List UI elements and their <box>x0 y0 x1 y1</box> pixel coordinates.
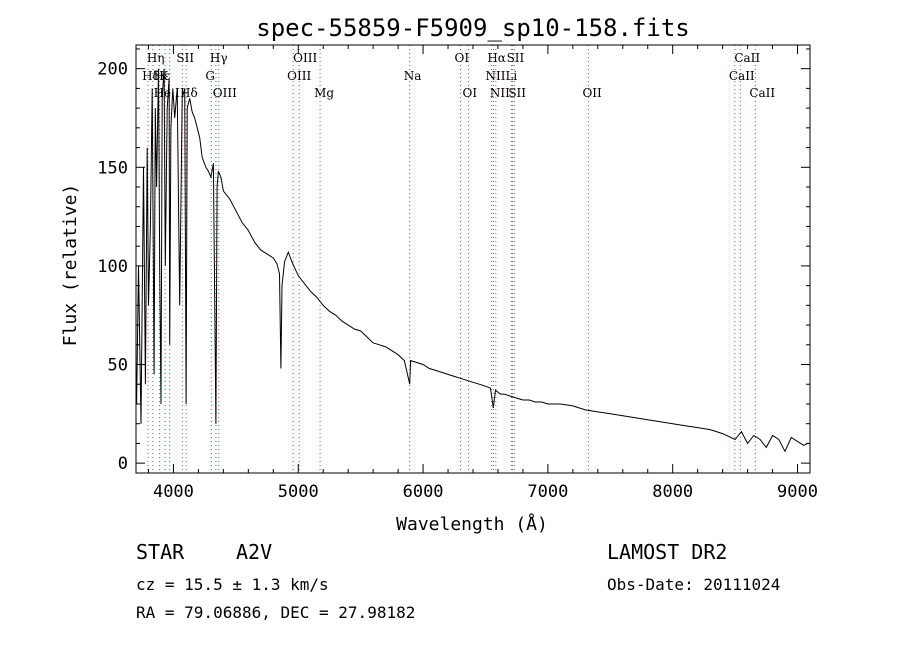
line-label: Hα <box>487 51 506 65</box>
y-tick-label: 0 <box>118 454 128 474</box>
line-label: NII <box>485 69 505 83</box>
line-label: Hγ <box>210 51 228 65</box>
x-axis-ticks: 4000 5000 6000 7000 8000 9000 <box>147 45 818 502</box>
line-label: G <box>205 69 215 83</box>
plot-frame <box>135 44 811 474</box>
x-tick-label: 4000 <box>153 482 194 502</box>
line-label: OII <box>582 86 602 100</box>
line-label: Hε <box>154 69 171 83</box>
redshift-cz: cz = 15.5 ± 1.3 km/s <box>136 575 329 594</box>
chart-title: spec-55859-F5909_sp10-158.fits <box>256 14 689 42</box>
line-label: Li <box>505 69 517 83</box>
line-label: Hδ <box>142 69 160 83</box>
line-label: CaII <box>734 51 760 65</box>
line-label: CaII <box>729 69 755 83</box>
object-class: STAR <box>136 540 185 564</box>
line-label: SII <box>508 86 526 100</box>
survey-label: LAMOST DR2 <box>607 540 727 564</box>
x-tick-label: 6000 <box>403 482 444 502</box>
line-label: OIII <box>213 86 237 100</box>
line-label: Hη <box>147 51 165 65</box>
line-label: OIII <box>293 51 317 65</box>
y-tick-label: 200 <box>97 60 128 80</box>
line-label: OI <box>463 86 478 100</box>
line-label: Mg <box>314 86 334 100</box>
line-label: OI <box>455 51 470 65</box>
spectral-subclass: A2V <box>236 540 272 564</box>
x-axis-label: Wavelength (Å) <box>396 513 548 535</box>
y-tick-label: 100 <box>97 257 128 277</box>
spectrum-line <box>136 68 808 453</box>
y-axis-label: Flux (relative) <box>60 184 81 347</box>
line-label: SII <box>176 51 194 65</box>
y-tick-label: 50 <box>108 356 128 376</box>
coordinates: RA = 79.06886, DEC = 27.98182 <box>136 603 415 622</box>
x-tick-label: 9000 <box>777 482 818 502</box>
observation-date: Obs-Date: 20111024 <box>607 575 780 594</box>
line-label: NII <box>490 86 510 100</box>
line-label: SII <box>507 51 525 65</box>
line-label: CaII <box>749 86 775 100</box>
line-label: Na <box>404 69 422 83</box>
y-tick-label: 150 <box>97 158 128 178</box>
x-tick-label: 5000 <box>278 482 319 502</box>
line-label: OIII <box>287 69 311 83</box>
x-tick-label: 8000 <box>652 482 693 502</box>
x-tick-label: 7000 <box>527 482 568 502</box>
emission-line-markers <box>147 45 756 473</box>
y-axis-ticks: 0 50 100 150 200 <box>97 48 810 474</box>
